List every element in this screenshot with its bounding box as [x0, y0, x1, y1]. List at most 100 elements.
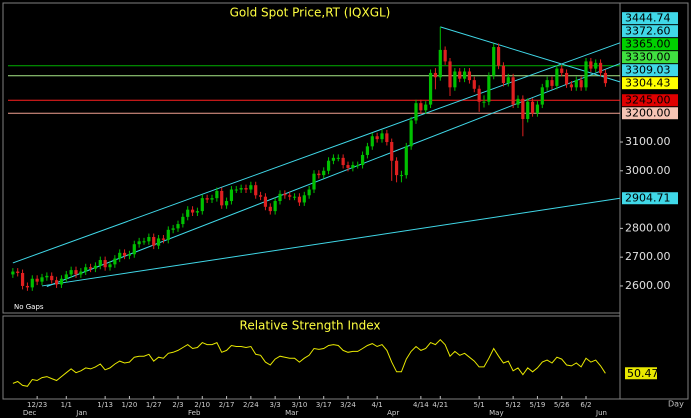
candle-body [93, 265, 98, 269]
candle-body [492, 47, 496, 76]
rsi-title: Relative Strength Index [240, 319, 381, 333]
annotation: No Gaps [14, 303, 44, 311]
x-tick-label: 4/1 [372, 401, 383, 409]
x-tick-label: 3/24 [340, 401, 356, 409]
month-label: Mar [285, 409, 298, 417]
x-tick-label: 1/20 [122, 401, 138, 409]
price-box-label: 3245.00 [625, 94, 671, 107]
candle-body [370, 136, 374, 147]
candle-body [516, 98, 520, 105]
candle-body [195, 211, 200, 213]
candle-body [351, 165, 355, 168]
candle-body [64, 274, 68, 279]
candle-body [530, 101, 535, 114]
candle-body [307, 189, 311, 196]
x-tick-label: 1/27 [146, 401, 162, 409]
candle-body [118, 252, 122, 259]
candle-body [210, 198, 214, 200]
x-tick-label: 5/19 [530, 401, 546, 409]
candle-body [161, 238, 166, 240]
month-label: Dec [23, 409, 37, 417]
candle-body [79, 271, 83, 275]
candle-body [424, 104, 428, 111]
candle-body [30, 278, 34, 288]
y-tick-label: 3000.00 [625, 164, 671, 177]
candle-body [545, 80, 549, 88]
candle-body [45, 275, 49, 278]
x-tick-label: 6/2 [580, 401, 591, 409]
price-box [622, 77, 678, 90]
candle-body [477, 88, 481, 102]
x-tick-label: 2/3 [172, 401, 183, 409]
candle-body [526, 101, 530, 119]
candle-body [59, 278, 64, 285]
month-label: May [489, 409, 503, 417]
price-box [622, 107, 678, 120]
candle-body [152, 237, 156, 246]
axis-frame [619, 2, 689, 400]
candle-body [74, 270, 78, 275]
price-box-label: 3200.00 [625, 107, 671, 120]
candle-body [341, 157, 345, 166]
candle-body [156, 238, 161, 246]
trendline [41, 197, 621, 287]
candle-body [190, 209, 195, 213]
candle-body [394, 160, 399, 176]
candle-body [249, 185, 253, 190]
rsi-line [12, 338, 606, 387]
candle-body [142, 241, 146, 243]
candle-body [409, 120, 413, 147]
candle-body [205, 198, 209, 200]
candle-body [574, 80, 578, 88]
candle-body [414, 103, 418, 121]
candle-body [550, 80, 554, 86]
price-box-label: 3304.43 [625, 77, 671, 90]
candle-body [312, 173, 316, 190]
x-tick-label: 3/10 [292, 401, 308, 409]
candle-body [176, 224, 180, 229]
candle-body [11, 271, 15, 275]
candle-body [326, 160, 331, 171]
candle-body [467, 71, 472, 81]
candle-body [88, 267, 93, 269]
candle-body [122, 252, 127, 256]
candle-body [50, 275, 54, 281]
x-tick-label: 5/12 [505, 401, 521, 409]
price-box [622, 38, 678, 51]
candle-body [54, 280, 59, 285]
candle-body [462, 71, 467, 79]
x-tick-label: 1/13 [97, 401, 113, 409]
candle-body [356, 165, 360, 167]
price-box-label: 3365.00 [625, 38, 671, 51]
x-tick-label: 3/17 [316, 401, 332, 409]
candle-body [579, 80, 583, 88]
candle-body [108, 264, 112, 268]
candle-body [254, 185, 258, 196]
candle-body [166, 229, 170, 240]
x-tick-label: 4/21 [432, 401, 448, 409]
candle-body [113, 258, 117, 265]
price-box [622, 64, 678, 77]
candle-body [404, 146, 408, 176]
candle-body [186, 209, 190, 217]
candle-body [448, 61, 452, 88]
candle-body [220, 190, 224, 206]
candle-body [278, 193, 282, 202]
month-label: Apr [387, 409, 399, 417]
candle-body [375, 136, 379, 140]
candle-body [458, 71, 462, 79]
candle-body [603, 72, 608, 84]
candle-body [365, 146, 370, 155]
candle-body [331, 157, 336, 161]
price-box-label: 3372.60 [625, 25, 671, 38]
candle-body [297, 196, 302, 203]
candle-body [224, 201, 229, 206]
candle-body [181, 216, 185, 225]
candle-body [234, 189, 238, 191]
candle-body [239, 188, 243, 190]
candle-body [132, 244, 136, 255]
price-box [622, 51, 678, 64]
rsi-box [625, 367, 657, 380]
